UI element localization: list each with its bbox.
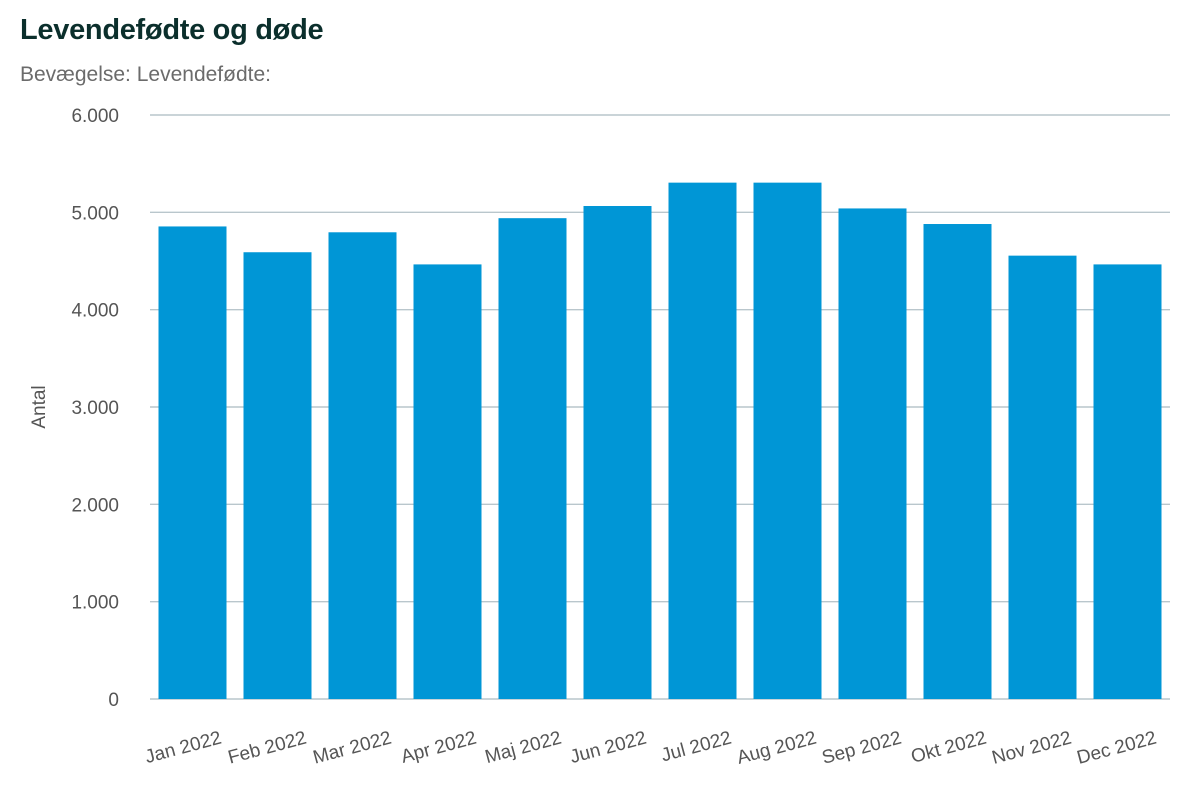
y-tick-label: 1.000	[71, 593, 119, 614]
chart-title: Levendefødte og døde	[20, 14, 324, 46]
x-tick-label: Nov 2022	[990, 728, 1074, 769]
y-tick-label: 6.000	[71, 106, 119, 127]
y-axis-label: Antal	[29, 385, 50, 428]
y-axis-ticks: 0 1.000 2.000 3.000 4.000 5.000 6.000	[71, 106, 119, 711]
x-tick-label: Aug 2022	[735, 728, 819, 769]
x-tick-label: Feb 2022	[226, 728, 309, 769]
chart-subtitle: Bevægelse: Levendefødte:	[20, 63, 271, 86]
x-tick-label: Dec 2022	[1075, 728, 1159, 769]
x-axis-ticks: Jan 2022 Feb 2022 Mar 2022 Apr 2022 Maj 2022…	[143, 728, 1159, 769]
x-tick-label: Jun 2022	[568, 728, 649, 769]
bar-sep-2022	[838, 208, 907, 699]
bar-apr-2022	[413, 264, 482, 699]
bar-jul-2022	[668, 182, 737, 699]
y-tick-label: 2.000	[71, 495, 119, 516]
x-tick-label: Apr 2022	[399, 728, 479, 768]
bar-jun-2022	[583, 206, 652, 700]
x-tick-label: Jul 2022	[659, 728, 734, 767]
bar-aug-2022	[753, 182, 822, 699]
y-tick-label: 4.000	[71, 301, 119, 322]
x-tick-label: Mar 2022	[311, 728, 394, 769]
x-tick-label: Maj 2022	[483, 728, 564, 769]
gridlines	[150, 114, 1170, 700]
x-tick-label: Sep 2022	[820, 728, 904, 769]
bar-mar-2022	[328, 232, 397, 699]
y-tick-label: 3.000	[71, 398, 119, 419]
bar-feb-2022	[243, 252, 312, 700]
bar-dec-2022	[1093, 264, 1162, 699]
x-tick-label: Okt 2022	[909, 728, 989, 768]
bar-jan-2022	[158, 226, 227, 700]
y-tick-label: 5.000	[71, 203, 119, 224]
x-tick-label: Jan 2022	[143, 728, 224, 769]
bar-nov-2022	[1008, 255, 1077, 699]
bar-okt-2022	[923, 224, 992, 699]
bars	[158, 182, 1162, 700]
y-tick-label: 0	[108, 690, 119, 711]
bar-maj-2022	[498, 218, 567, 699]
